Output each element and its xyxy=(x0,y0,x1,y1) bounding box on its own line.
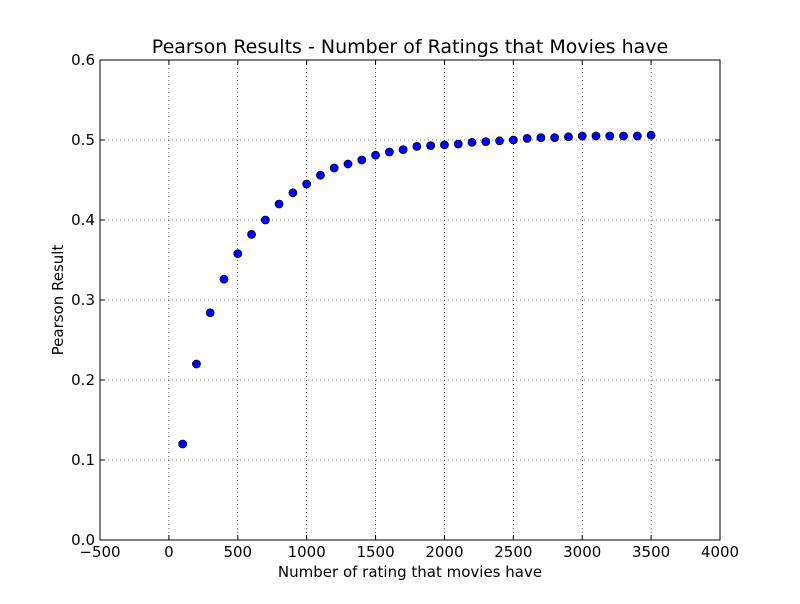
axis-ticks xyxy=(99,59,721,541)
x-tick-label: 4000 xyxy=(701,543,739,561)
data-point xyxy=(481,137,491,147)
data-point xyxy=(619,131,628,141)
x-tick-label: 0 xyxy=(164,543,174,561)
data-point xyxy=(343,159,353,169)
data-point xyxy=(357,155,367,165)
data-point xyxy=(508,135,518,145)
data-point xyxy=(260,215,270,225)
data-point xyxy=(550,133,560,143)
data-point xyxy=(440,140,449,150)
data-point xyxy=(522,133,532,143)
tick-labels: −500 0 500 1000 1500 2000 2500 3000 3500 4000 0.0 0… xyxy=(71,51,739,561)
data-point xyxy=(288,188,298,198)
data-point xyxy=(453,139,463,149)
data-point xyxy=(398,145,408,155)
data-point xyxy=(467,137,477,147)
y-tick-label: 0.5 xyxy=(71,131,95,149)
data-point xyxy=(426,141,436,151)
x-tick-label: 2500 xyxy=(494,543,532,561)
data-point xyxy=(605,131,615,141)
x-tick-label: 3500 xyxy=(632,543,670,561)
data-point xyxy=(536,133,546,143)
y-tick-label: 0.3 xyxy=(71,291,95,309)
y-axis-label: Pearson Result xyxy=(49,245,67,356)
data-point xyxy=(371,150,380,160)
x-tick-label: 1000 xyxy=(288,543,326,561)
data-point xyxy=(192,359,201,369)
x-tick-label: 500 xyxy=(223,543,252,561)
x-tick-label: 1500 xyxy=(356,543,394,561)
data-point xyxy=(412,141,422,151)
y-tick-label: 0.4 xyxy=(71,211,95,229)
data-point xyxy=(178,439,188,449)
y-tick-label: 0.1 xyxy=(71,451,95,469)
data-point xyxy=(632,131,642,141)
data-point xyxy=(384,147,394,157)
data-point xyxy=(329,163,339,173)
x-tick-label: −500 xyxy=(79,543,120,561)
data-point xyxy=(316,170,325,180)
data-point xyxy=(302,179,312,189)
data-point xyxy=(564,132,573,142)
data-point xyxy=(495,136,504,146)
x-tick-label: 3000 xyxy=(563,543,601,561)
y-tick-label: 0.6 xyxy=(71,51,95,69)
x-tick-label: 2000 xyxy=(425,543,463,561)
data-point xyxy=(646,130,656,140)
data-point xyxy=(205,308,215,318)
x-axis-label: Number of rating that movies have xyxy=(278,563,542,581)
data-point xyxy=(247,229,256,239)
data-point xyxy=(233,249,243,259)
y-tick-label: 0.0 xyxy=(71,531,95,549)
data-point xyxy=(577,131,587,141)
chart-title: Pearson Results - Number of Ratings that… xyxy=(152,36,668,58)
data-point xyxy=(591,131,601,141)
y-tick-label: 0.2 xyxy=(71,371,95,389)
data-point xyxy=(219,274,229,284)
data-point xyxy=(274,199,284,209)
data-points xyxy=(178,130,656,449)
